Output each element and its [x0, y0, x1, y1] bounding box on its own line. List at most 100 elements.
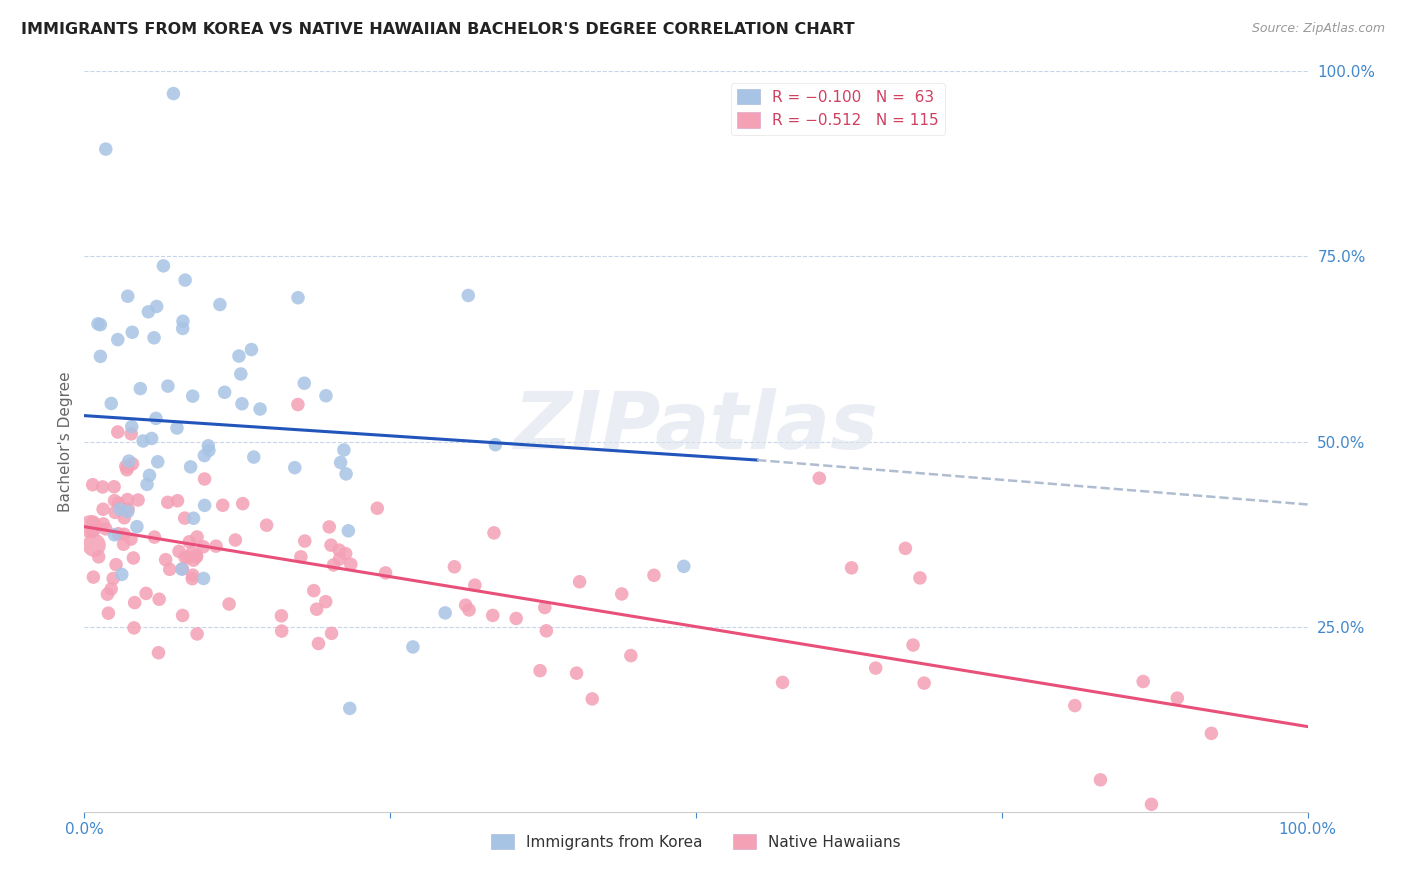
Point: [1063, 698, 1085, 713]
Point: [132, 434, 155, 448]
Point: [193, 540, 215, 554]
Point: [284, 460, 307, 475]
Point: [141, 432, 163, 446]
Point: [402, 640, 425, 654]
Point: [218, 597, 240, 611]
Point: [121, 457, 143, 471]
Point: [894, 541, 917, 556]
Point: [94, 142, 117, 156]
Point: [117, 501, 139, 516]
Point: [121, 419, 143, 434]
Point: [172, 321, 194, 335]
Point: [89, 349, 111, 363]
Point: [138, 305, 160, 319]
Point: [443, 559, 465, 574]
Point: [127, 493, 149, 508]
Point: [180, 459, 202, 474]
Point: [82, 570, 104, 584]
Point: [865, 661, 887, 675]
Point: [434, 606, 457, 620]
Point: [1166, 691, 1188, 706]
Point: [91, 480, 114, 494]
Point: [120, 532, 142, 546]
Point: [610, 587, 633, 601]
Point: [193, 571, 215, 585]
Point: [581, 692, 603, 706]
Point: [143, 331, 166, 345]
Point: [322, 558, 344, 572]
Point: [256, 518, 278, 533]
Point: [162, 87, 184, 101]
Text: ZIPatlas: ZIPatlas: [513, 388, 879, 466]
Y-axis label: Bachelor's Degree: Bachelor's Degree: [58, 371, 73, 512]
Point: [138, 468, 160, 483]
Point: [145, 411, 167, 425]
Point: [117, 505, 139, 519]
Point: [231, 397, 253, 411]
Point: [186, 549, 208, 564]
Point: [242, 450, 264, 464]
Point: [183, 511, 205, 525]
Point: [94, 522, 117, 536]
Point: [82, 524, 104, 538]
Point: [100, 396, 122, 410]
Point: [484, 438, 506, 452]
Point: [308, 636, 330, 650]
Point: [107, 496, 129, 510]
Point: [103, 528, 125, 542]
Point: [87, 317, 110, 331]
Point: [152, 259, 174, 273]
Point: [103, 493, 125, 508]
Point: [232, 497, 254, 511]
Point: [339, 558, 361, 572]
Point: [224, 533, 246, 547]
Point: [908, 571, 931, 585]
Point: [111, 567, 134, 582]
Legend: Immigrants from Korea, Native Hawaiians: Immigrants from Korea, Native Hawaiians: [485, 828, 907, 856]
Point: [89, 318, 111, 332]
Point: [156, 495, 179, 509]
Point: [464, 578, 486, 592]
Point: [125, 519, 148, 533]
Point: [366, 501, 388, 516]
Point: [197, 439, 219, 453]
Point: [91, 516, 114, 531]
Point: [103, 480, 125, 494]
Point: [176, 550, 198, 565]
Point: [155, 552, 177, 566]
Point: [315, 595, 337, 609]
Point: [103, 572, 125, 586]
Point: [114, 459, 136, 474]
Point: [193, 449, 215, 463]
Point: [167, 544, 190, 558]
Point: [193, 472, 215, 486]
Point: [156, 379, 179, 393]
Point: [117, 289, 139, 303]
Point: [174, 273, 197, 287]
Point: [568, 574, 591, 589]
Point: [112, 510, 135, 524]
Point: [305, 602, 328, 616]
Point: [104, 505, 127, 519]
Point: [186, 549, 208, 563]
Point: [565, 666, 588, 681]
Point: [148, 592, 170, 607]
Point: [505, 611, 527, 625]
Point: [82, 477, 104, 491]
Point: [100, 582, 122, 596]
Point: [643, 568, 665, 582]
Point: [1132, 674, 1154, 689]
Point: [166, 421, 188, 435]
Point: [107, 526, 129, 541]
Point: [79, 519, 101, 533]
Point: [181, 389, 204, 403]
Point: [117, 492, 139, 507]
Point: [82, 515, 104, 529]
Point: [482, 525, 505, 540]
Point: [166, 493, 188, 508]
Point: [146, 455, 169, 469]
Point: [374, 566, 396, 580]
Point: [117, 459, 139, 474]
Point: [901, 638, 924, 652]
Point: [122, 551, 145, 566]
